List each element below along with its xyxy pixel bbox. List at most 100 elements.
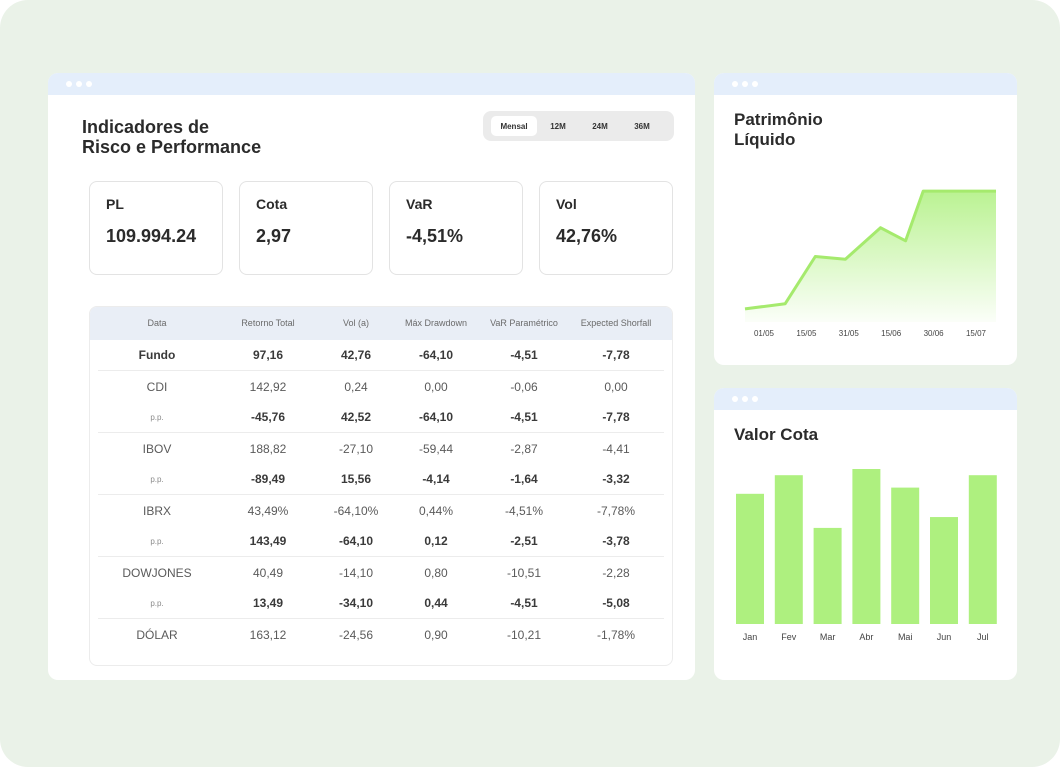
bar-jul[interactable] — [968, 475, 997, 624]
column-header[interactable]: Máx Drawdown — [404, 318, 468, 328]
table-cell: -10,21 — [506, 627, 542, 642]
table-cell: 143,49 — [249, 534, 287, 548]
table-cell: CDI — [146, 379, 168, 394]
kpi-card-cota: Cota 2,97 — [239, 181, 373, 275]
page-title-line: Risco e Performance — [82, 137, 262, 157]
bar-abr[interactable] — [852, 469, 881, 624]
table-cell: 15,56 — [340, 472, 372, 486]
table-cell: 0,12 — [424, 534, 448, 548]
window-controls — [66, 81, 92, 87]
x-tick-label: Jul — [977, 632, 989, 642]
table-cell: -89,49 — [250, 472, 286, 486]
window-dot-icon[interactable] — [86, 81, 92, 87]
table-row: p.p. -45,76 42,52 -64,10 -4,51 -7,78 — [98, 402, 664, 433]
table-row: p.p. 143,49 -64,10 0,12 -2,51 -3,78 — [98, 526, 664, 557]
table-cell: -4,51% — [504, 503, 544, 518]
column-header[interactable]: Retorno Total — [241, 318, 295, 328]
x-tick-label: 15/07 — [966, 329, 987, 338]
patrimonio-area-chart: 01/05 15/05 31/05 15/06 30/06 15/07 — [744, 189, 997, 338]
kpi-value: -4,51% — [406, 226, 464, 246]
table-cell: p.p. — [150, 412, 164, 422]
table-cell: -14,10 — [338, 565, 374, 580]
column-header[interactable]: Expected Shorfall — [580, 318, 652, 328]
table-row: p.p. -89,49 15,56 -4,14 -1,64 -3,32 — [98, 464, 664, 495]
valor-cota-window: Valor Cota Jan Fev Mar Abr Mai Jun Jul — [714, 388, 1017, 680]
window-dot-icon[interactable] — [76, 81, 82, 87]
chart-title-line: Líquido — [734, 130, 796, 149]
table-cell: -7,78 — [602, 410, 630, 424]
table-cell: -24,56 — [338, 627, 374, 642]
table-cell: 40,49 — [252, 565, 284, 580]
table-cell: IBOV — [142, 441, 172, 456]
kpi-value: 2,97 — [256, 226, 292, 246]
table-cell: -5,08 — [602, 596, 630, 610]
x-tick-label: Jan — [743, 632, 758, 642]
x-tick-label: Mai — [898, 632, 913, 642]
table-cell: -1,78% — [596, 627, 636, 642]
window-dot-icon[interactable] — [732, 81, 738, 87]
column-header[interactable]: Data — [147, 318, 167, 328]
window-controls — [732, 396, 758, 402]
kpi-value: 42,76% — [556, 226, 618, 246]
bar-fev[interactable] — [774, 475, 803, 624]
period-24m-button[interactable]: 24M — [592, 121, 608, 131]
window-dot-icon[interactable] — [742, 396, 748, 402]
table-cell: -0,06 — [510, 379, 538, 394]
x-tick-label: Abr — [859, 632, 873, 642]
bar-mar[interactable] — [813, 527, 842, 624]
table-cell: 0,00 — [604, 379, 628, 394]
kpi-label: Vol — [556, 196, 577, 212]
period-mensal-button[interactable]: Mensal — [491, 116, 537, 136]
kpi-card-var: VaR -4,51% — [389, 181, 523, 275]
x-tick-label: Mar — [820, 632, 836, 642]
kpi-cards: PL 109.994.24 Cota 2,97 VaR -4,51% Vol 4… — [89, 181, 673, 275]
period-12m-button[interactable]: 12M — [550, 121, 566, 131]
table-body: Fundo 97,16 42,76 -64,10 -4,51 -7,78 CDI 142,92… — [90, 340, 672, 650]
table-cell: 188,82 — [249, 441, 287, 456]
kpi-value: 109.994.24 — [106, 226, 197, 246]
table-cell: -2,28 — [602, 565, 630, 580]
table-row: IBRX 43,49% -64,10% 0,44% -4,51% -7,78% — [98, 495, 664, 526]
table-cell: p.p. — [150, 474, 164, 484]
window-titlebar — [714, 73, 1017, 95]
window-dot-icon[interactable] — [752, 81, 758, 87]
table-cell: -7,78 — [602, 348, 630, 362]
table-cell: IBRX — [142, 503, 171, 518]
chart-title: Valor Cota — [734, 425, 819, 444]
bar-jun[interactable] — [930, 517, 958, 624]
table-cell: DOWJONES — [122, 565, 192, 580]
x-tick-label: Jun — [937, 632, 952, 642]
table-cell: -4,51 — [510, 596, 538, 610]
patrimonio-liquido-window: Patrimônio Líquido 01/05 15/05 31/05 15/06 3… — [714, 73, 1017, 365]
window-dot-icon[interactable] — [732, 396, 738, 402]
bar-mai[interactable] — [891, 487, 920, 624]
table-cell: -3,32 — [602, 472, 630, 486]
table-cell: -2,51 — [510, 534, 538, 548]
table-cell: 97,16 — [252, 348, 284, 362]
table-cell: 0,44% — [418, 503, 454, 518]
table-cell: 0,44 — [424, 596, 448, 610]
window-dot-icon[interactable] — [66, 81, 72, 87]
table-cell: Fundo — [138, 348, 176, 362]
table-cell: 42,76 — [340, 348, 372, 362]
table-cell: -3,78 — [602, 534, 630, 548]
area-fill — [745, 191, 996, 322]
period-36m-button[interactable]: 36M — [634, 121, 650, 131]
window-dot-icon[interactable] — [752, 396, 758, 402]
table-cell: p.p. — [150, 536, 164, 546]
table-cell: 142,92 — [249, 379, 287, 394]
period-selector: Mensal 12M 24M 36M — [483, 111, 674, 141]
kpi-label: Cota — [256, 196, 288, 212]
column-header[interactable]: VaR Paramétrico — [490, 318, 558, 328]
risk-performance-window: Indicadores de Risco e Performance Mensa… — [48, 73, 695, 680]
table-row: DÓLAR 163,12 -24,56 0,90 -10,21 -1,78% — [98, 619, 664, 650]
table-cell: -1,64 — [510, 472, 538, 486]
column-header[interactable]: Vol (a) — [342, 318, 369, 328]
kpi-card-pl: PL 109.994.24 — [89, 181, 223, 275]
bar-jan[interactable] — [736, 493, 764, 624]
window-dot-icon[interactable] — [742, 81, 748, 87]
valor-cota-bar-chart: Jan Fev Mar Abr Mai Jun Jul — [736, 469, 997, 642]
table-row: Fundo 97,16 42,76 -64,10 -4,51 -7,78 — [98, 340, 664, 371]
table-cell: -64,10 — [338, 534, 374, 548]
chart-title: Patrimônio Líquido — [734, 110, 823, 150]
